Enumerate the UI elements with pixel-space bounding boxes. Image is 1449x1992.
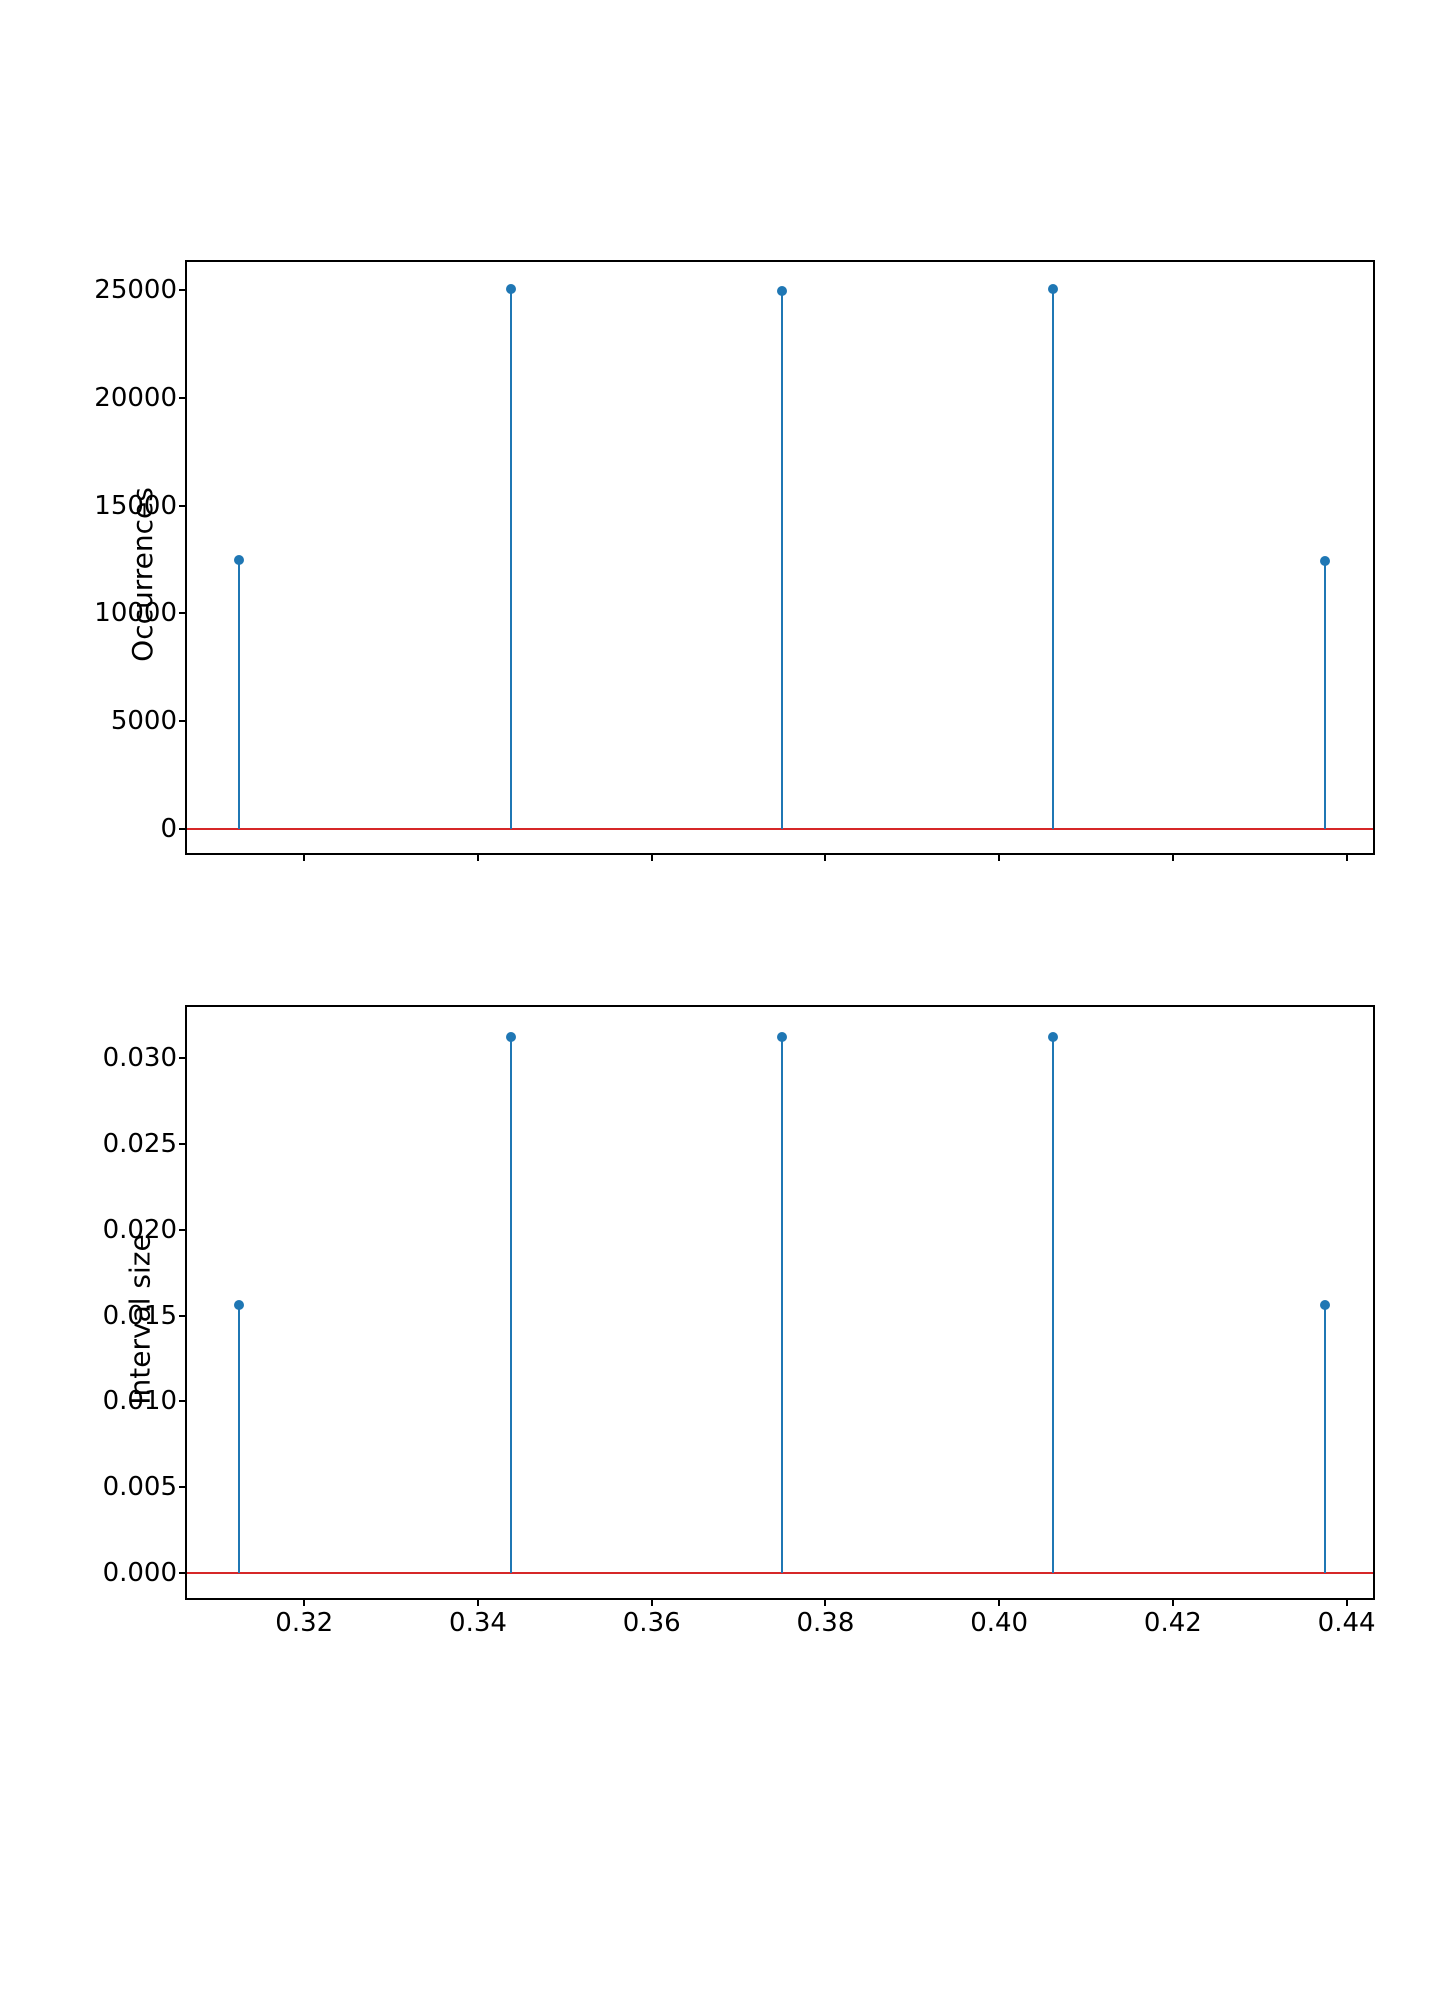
xtick-mark: [303, 1598, 305, 1606]
ytick-label: 0: [160, 814, 177, 844]
baseline: [187, 828, 1373, 830]
stem-marker: [1048, 284, 1058, 294]
xtick-label: 0.36: [623, 1608, 681, 1638]
stem-line: [781, 291, 783, 829]
ytick-mark: [179, 720, 187, 722]
stem-marker: [777, 1032, 787, 1042]
xtick-mark: [477, 853, 479, 861]
subplot-interval-size: 0.0000.0050.0100.0150.0200.0250.0300.320…: [185, 1005, 1375, 1600]
xtick-mark: [824, 1598, 826, 1606]
stem-line: [1324, 1305, 1326, 1573]
ytick-label: 20000: [94, 383, 177, 413]
stem-marker: [1320, 556, 1330, 566]
xtick-label: 0.40: [970, 1608, 1028, 1638]
stem-marker: [234, 1300, 244, 1310]
xtick-label: 0.32: [275, 1608, 333, 1638]
xtick-mark: [477, 1598, 479, 1606]
stem-marker: [1048, 1032, 1058, 1042]
ytick-label: 0.030: [103, 1043, 177, 1073]
ytick-label: 5000: [111, 706, 177, 736]
xtick-mark: [998, 853, 1000, 861]
ytick-mark: [179, 1486, 187, 1488]
stem-line: [1052, 289, 1054, 829]
stem-marker: [234, 555, 244, 565]
xtick-mark: [1172, 1598, 1174, 1606]
xtick-label: 0.44: [1318, 1608, 1376, 1638]
stem-line: [781, 1037, 783, 1573]
xtick-mark: [824, 853, 826, 861]
subplot-occurrences: 0500010000150002000025000: [185, 260, 1375, 855]
xtick-mark: [1172, 853, 1174, 861]
xtick-label: 0.42: [1144, 1608, 1202, 1638]
ytick-label: 0.005: [103, 1472, 177, 1502]
ylabel-occurrences: Occurrences: [126, 487, 159, 662]
ytick-mark: [179, 1057, 187, 1059]
ylabel-interval-size: Interval size: [124, 1234, 157, 1404]
xtick-mark: [303, 853, 305, 861]
xtick-mark: [998, 1598, 1000, 1606]
ytick-mark: [179, 828, 187, 830]
figure: 0500010000150002000025000 Occurrences 0.…: [0, 0, 1449, 1992]
ytick-mark: [179, 1572, 187, 1574]
ytick-mark: [179, 1143, 187, 1145]
xtick-label: 0.38: [796, 1608, 854, 1638]
xtick-mark: [1346, 853, 1348, 861]
ytick-mark: [179, 1400, 187, 1402]
stem-marker: [777, 286, 787, 296]
stem-line: [510, 1037, 512, 1573]
xtick-mark: [1346, 1598, 1348, 1606]
stem-line: [1324, 561, 1326, 829]
xtick-mark: [651, 853, 653, 861]
xtick-mark: [651, 1598, 653, 1606]
stem-line: [238, 560, 240, 829]
stem-marker: [506, 284, 516, 294]
ytick-mark: [179, 1315, 187, 1317]
stem-marker: [506, 1032, 516, 1042]
baseline: [187, 1572, 1373, 1574]
ytick-mark: [179, 1229, 187, 1231]
ytick-mark: [179, 612, 187, 614]
ytick-mark: [179, 289, 187, 291]
stem-marker: [1320, 1300, 1330, 1310]
ytick-mark: [179, 505, 187, 507]
ytick-mark: [179, 397, 187, 399]
ytick-label: 25000: [94, 275, 177, 305]
xtick-label: 0.34: [449, 1608, 507, 1638]
ytick-label: 0.025: [103, 1129, 177, 1159]
stem-line: [238, 1305, 240, 1573]
ytick-label: 0.000: [103, 1558, 177, 1588]
stem-line: [510, 289, 512, 829]
stem-line: [1052, 1037, 1054, 1573]
